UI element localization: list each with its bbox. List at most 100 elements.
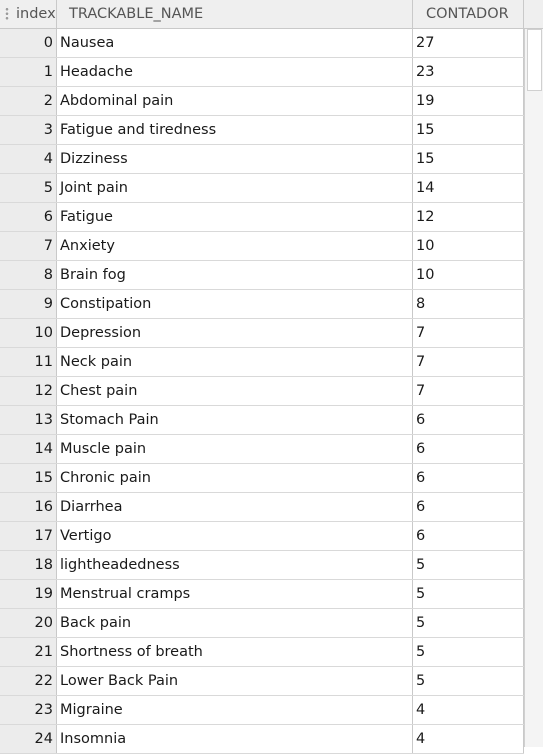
trackable-name-cell[interactable]: Dizziness xyxy=(57,145,413,173)
table-row[interactable]: 8 Brain fog 10 xyxy=(0,261,524,290)
row-index-cell[interactable]: 9 xyxy=(0,290,57,318)
table-row[interactable]: 15 Chronic pain 6 xyxy=(0,464,524,493)
row-index-cell[interactable]: 8 xyxy=(0,261,57,289)
table-row[interactable]: 22 Lower Back Pain 5 xyxy=(0,667,524,696)
trackable-name-cell[interactable]: Chest pain xyxy=(57,377,413,405)
row-index-cell[interactable]: 14 xyxy=(0,435,57,463)
table-row[interactable]: 5 Joint pain 14 xyxy=(0,174,524,203)
trackable-name-cell[interactable]: Anxiety xyxy=(57,232,413,260)
row-index-cell[interactable]: 1 xyxy=(0,58,57,86)
contador-cell[interactable]: 5 xyxy=(413,551,524,579)
trackable-name-cell[interactable]: Muscle pain xyxy=(57,435,413,463)
drag-handle-icon[interactable] xyxy=(5,7,9,21)
table-row[interactable]: 2 Abdominal pain 19 xyxy=(0,87,524,116)
table-row[interactable]: 11 Neck pain 7 xyxy=(0,348,524,377)
row-index-cell[interactable]: 17 xyxy=(0,522,57,550)
trackable-name-cell[interactable]: Menstrual cramps xyxy=(57,580,413,608)
trackable-name-cell[interactable]: Vertigo xyxy=(57,522,413,550)
trackable-name-cell[interactable]: lightheadedness xyxy=(57,551,413,579)
trackable-name-cell[interactable]: Stomach Pain xyxy=(57,406,413,434)
contador-cell[interactable]: 10 xyxy=(413,232,524,260)
contador-cell[interactable]: 5 xyxy=(413,638,524,666)
row-index-cell[interactable]: 16 xyxy=(0,493,57,521)
contador-cell[interactable]: 5 xyxy=(413,667,524,695)
row-index-cell[interactable]: 10 xyxy=(0,319,57,347)
trackable-name-cell[interactable]: Fatigue xyxy=(57,203,413,231)
row-index-cell[interactable]: 2 xyxy=(0,87,57,115)
table-row[interactable]: 7 Anxiety 10 xyxy=(0,232,524,261)
table-row[interactable]: 19 Menstrual cramps 5 xyxy=(0,580,524,609)
row-index-cell[interactable]: 18 xyxy=(0,551,57,579)
table-row[interactable]: 12 Chest pain 7 xyxy=(0,377,524,406)
table-row[interactable]: 10 Depression 7 xyxy=(0,319,524,348)
trackable-name-cell[interactable]: Fatigue and tiredness xyxy=(57,116,413,144)
trackable-name-cell[interactable]: Headache xyxy=(57,58,413,86)
trackable-name-cell[interactable]: Nausea xyxy=(57,29,413,57)
row-index-cell[interactable]: 20 xyxy=(0,609,57,637)
row-index-cell[interactable]: 4 xyxy=(0,145,57,173)
table-row[interactable]: 18 lightheadedness 5 xyxy=(0,551,524,580)
table-row[interactable]: 20 Back pain 5 xyxy=(0,609,524,638)
row-index-cell[interactable]: 23 xyxy=(0,696,57,724)
table-row[interactable]: 23 Migraine 4 xyxy=(0,696,524,725)
contador-cell[interactable]: 5 xyxy=(413,580,524,608)
trackable-name-cell[interactable]: Back pain xyxy=(57,609,413,637)
contador-cell[interactable]: 10 xyxy=(413,261,524,289)
contador-cell[interactable]: 19 xyxy=(413,87,524,115)
table-row[interactable]: 14 Muscle pain 6 xyxy=(0,435,524,464)
trackable-name-cell[interactable]: Diarrhea xyxy=(57,493,413,521)
row-index-cell[interactable]: 7 xyxy=(0,232,57,260)
contador-cell[interactable]: 12 xyxy=(413,203,524,231)
table-row[interactable]: 0 Nausea 27 xyxy=(0,29,524,58)
trackable-name-cell[interactable]: Migraine xyxy=(57,696,413,724)
contador-cell[interactable]: 4 xyxy=(413,696,524,724)
scrollbar-thumb[interactable] xyxy=(527,29,542,91)
row-index-cell[interactable]: 11 xyxy=(0,348,57,376)
row-index-cell[interactable]: 24 xyxy=(0,725,57,753)
column-header-trackable-name[interactable]: TRACKABLE_NAME xyxy=(57,0,413,28)
contador-cell[interactable]: 7 xyxy=(413,377,524,405)
row-index-cell[interactable]: 21 xyxy=(0,638,57,666)
row-index-cell[interactable]: 13 xyxy=(0,406,57,434)
row-index-cell[interactable]: 15 xyxy=(0,464,57,492)
column-header-index[interactable]: index xyxy=(0,0,57,28)
contador-cell[interactable]: 6 xyxy=(413,464,524,492)
row-index-cell[interactable]: 22 xyxy=(0,667,57,695)
trackable-name-cell[interactable]: Brain fog xyxy=(57,261,413,289)
row-index-cell[interactable]: 3 xyxy=(0,116,57,144)
trackable-name-cell[interactable]: Insomnia xyxy=(57,725,413,753)
contador-cell[interactable]: 14 xyxy=(413,174,524,202)
row-index-cell[interactable]: 6 xyxy=(0,203,57,231)
contador-cell[interactable]: 23 xyxy=(413,58,524,86)
table-row[interactable]: 13 Stomach Pain 6 xyxy=(0,406,524,435)
contador-cell[interactable]: 6 xyxy=(413,406,524,434)
column-header-contador[interactable]: CONTADOR xyxy=(413,0,524,28)
contador-cell[interactable]: 4 xyxy=(413,725,524,753)
contador-cell[interactable]: 5 xyxy=(413,609,524,637)
table-row[interactable]: 6 Fatigue 12 xyxy=(0,203,524,232)
row-index-cell[interactable]: 12 xyxy=(0,377,57,405)
table-row[interactable]: 1 Headache 23 xyxy=(0,58,524,87)
trackable-name-cell[interactable]: Neck pain xyxy=(57,348,413,376)
contador-cell[interactable]: 8 xyxy=(413,290,524,318)
table-row[interactable]: 9 Constipation 8 xyxy=(0,290,524,319)
table-row[interactable]: 21 Shortness of breath 5 xyxy=(0,638,524,667)
table-row[interactable]: 24 Insomnia 4 xyxy=(0,725,524,754)
contador-cell[interactable]: 27 xyxy=(413,29,524,57)
trackable-name-cell[interactable]: Depression xyxy=(57,319,413,347)
vertical-scrollbar[interactable] xyxy=(524,29,543,747)
table-row[interactable]: 3 Fatigue and tiredness 15 xyxy=(0,116,524,145)
contador-cell[interactable]: 15 xyxy=(413,145,524,173)
table-row[interactable]: 4 Dizziness 15 xyxy=(0,145,524,174)
contador-cell[interactable]: 6 xyxy=(413,435,524,463)
trackable-name-cell[interactable]: Lower Back Pain xyxy=(57,667,413,695)
row-index-cell[interactable]: 0 xyxy=(0,29,57,57)
table-row[interactable]: 16 Diarrhea 6 xyxy=(0,493,524,522)
trackable-name-cell[interactable]: Constipation xyxy=(57,290,413,318)
trackable-name-cell[interactable]: Shortness of breath xyxy=(57,638,413,666)
contador-cell[interactable]: 15 xyxy=(413,116,524,144)
row-index-cell[interactable]: 19 xyxy=(0,580,57,608)
trackable-name-cell[interactable]: Joint pain xyxy=(57,174,413,202)
row-index-cell[interactable]: 5 xyxy=(0,174,57,202)
table-row[interactable]: 17 Vertigo 6 xyxy=(0,522,524,551)
